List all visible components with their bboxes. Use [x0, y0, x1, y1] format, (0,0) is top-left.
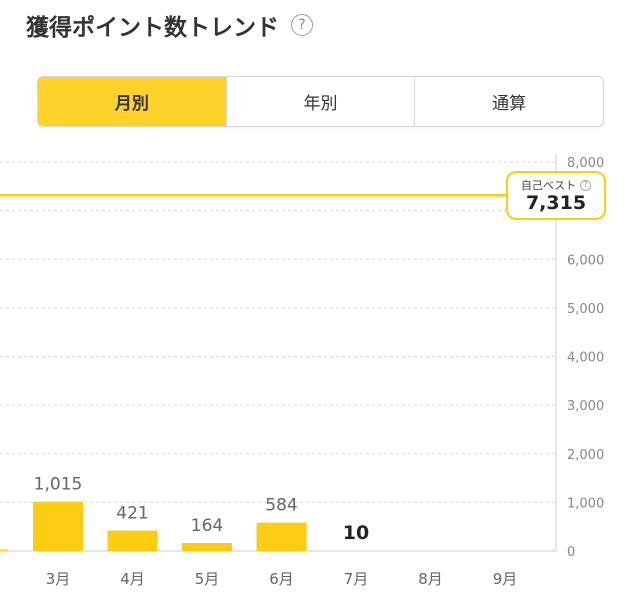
- y-tick-label: 4,000: [567, 351, 604, 366]
- help-icon[interactable]: ?: [291, 14, 313, 36]
- tab-total[interactable]: 通算: [414, 77, 603, 126]
- y-tick-label: 8,000: [567, 156, 604, 171]
- chart-svg: 01,0002,0003,0004,0005,0006,0007,0008,00…: [0, 154, 604, 588]
- y-tick-label: 5,000: [567, 302, 604, 317]
- x-tick-label: 9月: [493, 570, 518, 588]
- header: 獲得ポイント数トレンド ?: [26, 8, 313, 42]
- personal-best-label: 自己ベスト: [520, 179, 577, 192]
- personal-best-value: 7,315: [525, 192, 587, 214]
- bar-value-label: 1,015: [34, 475, 83, 495]
- tab-monthly[interactable]: 月別: [38, 77, 226, 126]
- bar-value-label: 10: [343, 522, 369, 544]
- y-tick-label: 0: [567, 545, 575, 560]
- x-tick-label: 6月: [269, 570, 294, 588]
- personal-best-badge: 自己ベスト ? 7,315: [506, 171, 606, 220]
- page-title: 獲得ポイント数トレンド: [26, 15, 279, 41]
- period-tabs: 月別 年別 通算: [37, 76, 604, 127]
- bar: [256, 522, 307, 551]
- x-tick-label: 5月: [195, 570, 220, 588]
- x-tick-label: 3月: [46, 570, 71, 588]
- x-tick-label: 7月: [344, 570, 369, 588]
- bar: [182, 543, 232, 551]
- bar-value-label: 421: [116, 504, 148, 524]
- x-tick-label: 4月: [120, 570, 145, 588]
- bar: [107, 530, 158, 551]
- y-tick-label: 6,000: [567, 253, 604, 268]
- bar-partial: [0, 549, 8, 551]
- tab-yearly[interactable]: 年別: [225, 77, 415, 126]
- bar: [33, 501, 83, 551]
- bar-value-label: 584: [265, 496, 297, 516]
- y-tick-label: 2,000: [567, 448, 604, 463]
- y-tick-label: 1,000: [567, 496, 604, 511]
- points-trend-chart: 01,0002,0003,0004,0005,0006,0007,0008,00…: [0, 140, 640, 608]
- bar-value-label: 164: [191, 516, 223, 536]
- y-tick-label: 3,000: [567, 399, 604, 414]
- x-tick-label: 8月: [418, 570, 443, 588]
- personal-best-help-icon[interactable]: ?: [580, 179, 592, 191]
